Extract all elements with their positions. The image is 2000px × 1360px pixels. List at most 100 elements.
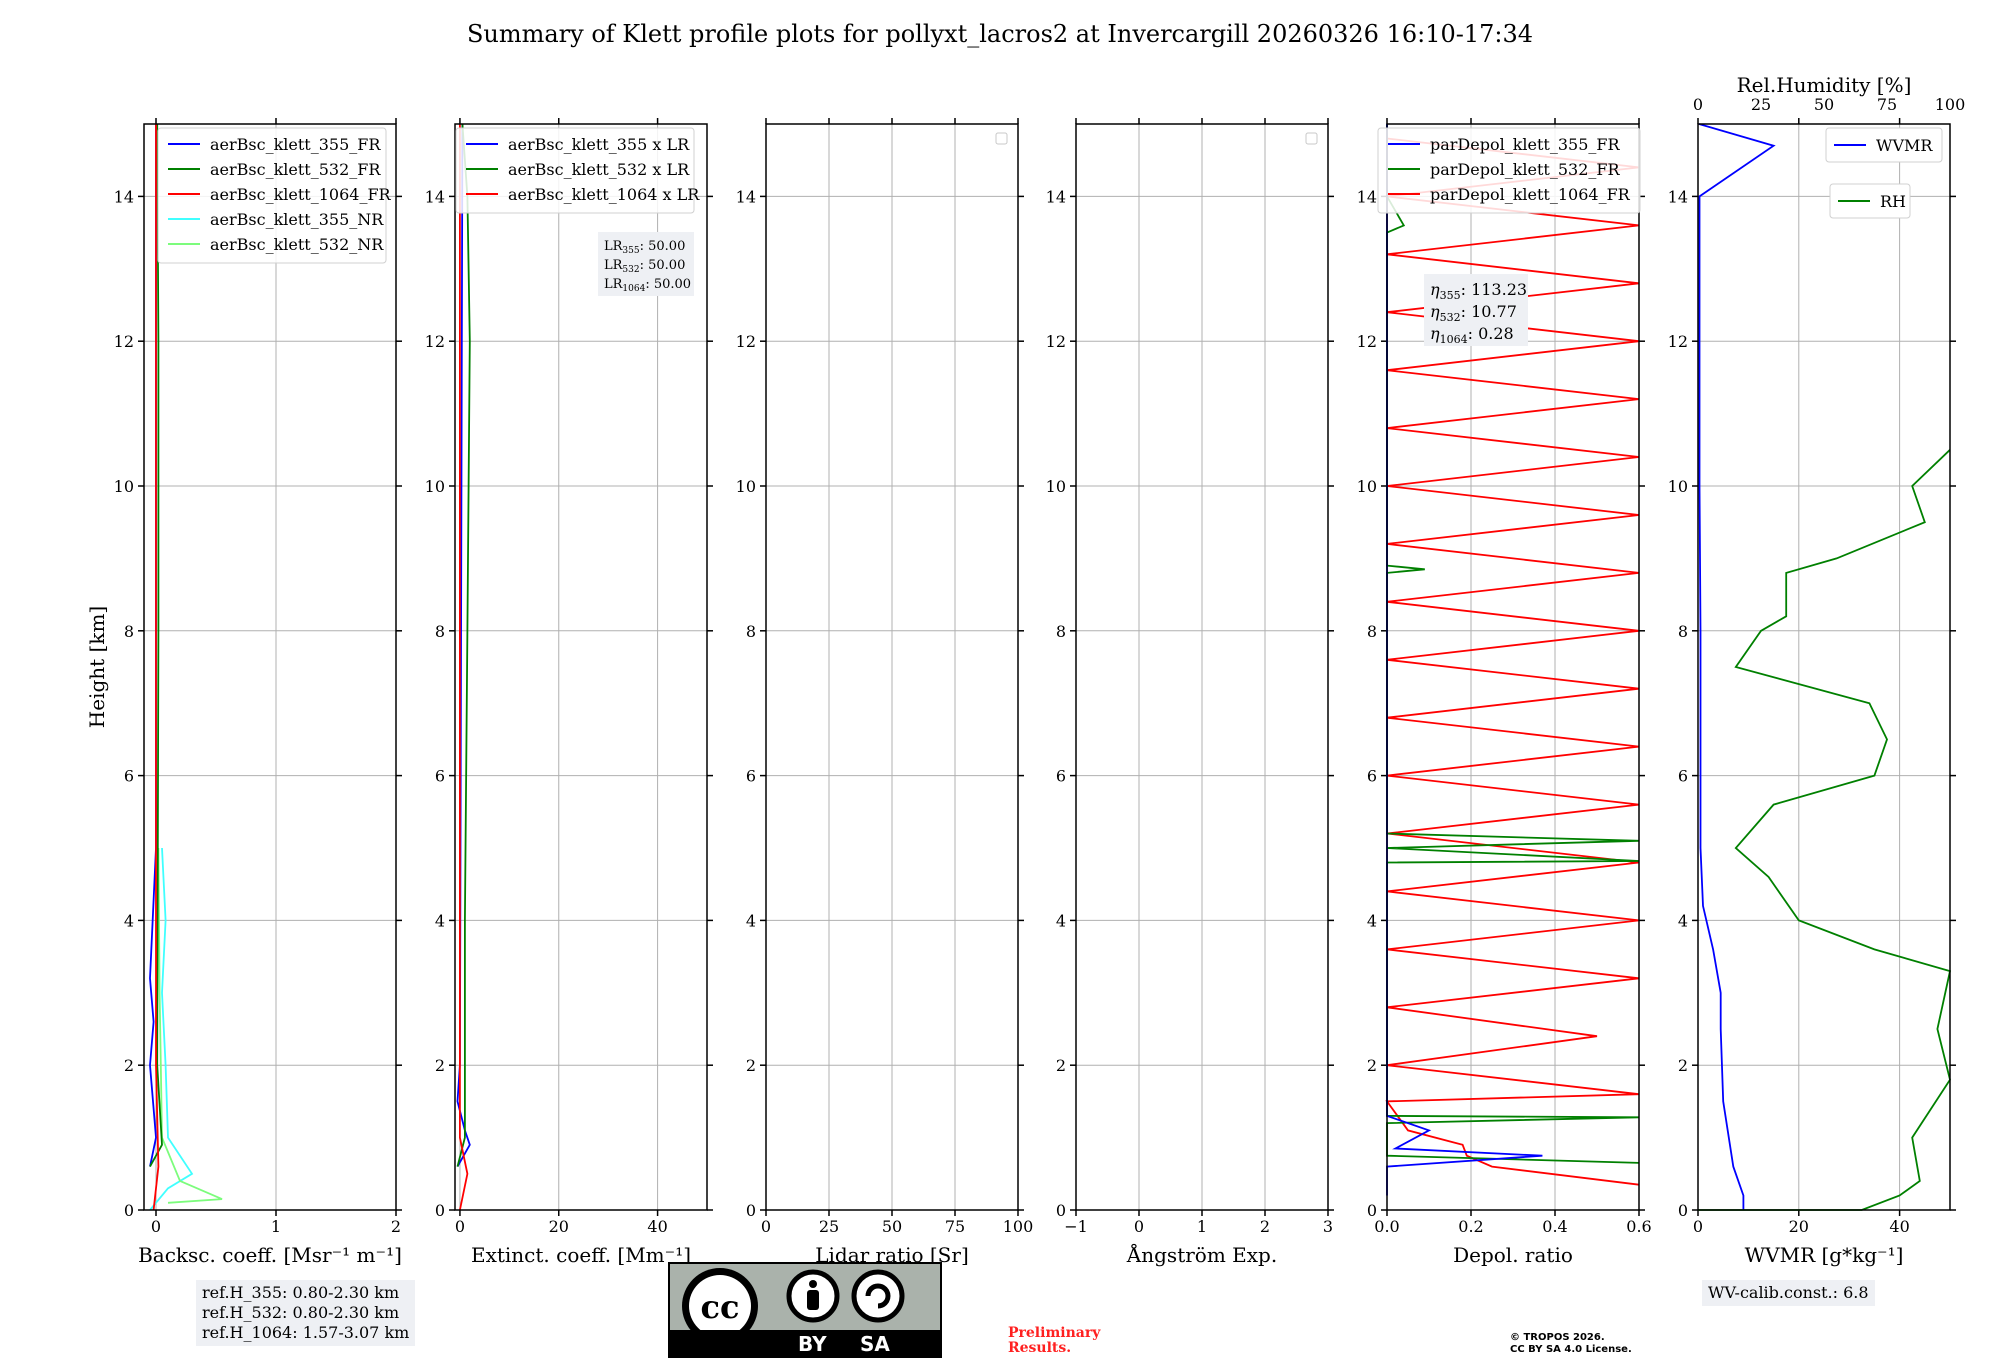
- rh-top-tick-label: 50: [1814, 95, 1834, 114]
- panel-lidar-ratio-ytick-label: 10: [736, 477, 756, 496]
- lidar-ratio-empty-legend: [995, 132, 1008, 145]
- backscatter-legend-label: aerBsc_klett_532_NR: [210, 235, 384, 254]
- panel-backscatter-xlabel: Backsc. coeff. [Msr⁻¹ m⁻¹]: [138, 1243, 402, 1267]
- panel-angstrom-xtick-label: 0: [1134, 1217, 1144, 1236]
- panel-depolarization-xtick-label: 0.2: [1458, 1217, 1483, 1236]
- panel-wvmr-series-WVMR: [1698, 123, 1776, 1210]
- panel-depolarization-xtick-label: 0.4: [1542, 1217, 1567, 1236]
- panel-extinction-ytick-label: 0: [435, 1201, 445, 1220]
- panel-backscatter-ytick-label: 6: [124, 767, 134, 786]
- panel-depolarization-ytick-label: 12: [1357, 332, 1377, 351]
- backscatter-legend-label: aerBsc_klett_1064_FR: [210, 185, 392, 204]
- panel-extinction-xlabel: Extinct. coeff. [Mm⁻¹]: [471, 1243, 691, 1267]
- panel-lidar-ratio-ytick-label: 14: [736, 187, 756, 206]
- extinction-legend-label: aerBsc_klett_355 x LR: [508, 135, 690, 154]
- lidar-ratio-annotation-line: LR355: 50.00: [604, 239, 685, 256]
- panel-wvmr-ytick-label: 6: [1678, 767, 1688, 786]
- panel-angstrom-ytick-label: 0: [1056, 1201, 1066, 1220]
- panel-angstrom-ytick-label: 10: [1046, 477, 1066, 496]
- cc-by-label: BY: [798, 1332, 827, 1356]
- panel-lidar-ratio-frame: [765, 123, 1019, 1211]
- panel-lidar-ratio-ytick-label: 8: [746, 622, 756, 641]
- rh-legend-label: RH: [1880, 192, 1906, 211]
- panel-backscatter-series-aerBsc_klett_532_FR: [149, 123, 163, 1168]
- panel-backscatter-frame: [143, 123, 397, 1211]
- figure-title: Summary of Klett profile plots for polly…: [466, 20, 1534, 48]
- wv-calibration-constant: WV-calib.const.: 6.8: [1708, 1283, 1869, 1302]
- panel-wvmr-ytick-label: 4: [1678, 911, 1688, 930]
- preliminary-note: Preliminary Results.: [1008, 1326, 1100, 1356]
- copyright-note: © TROPOS 2026. CC BY SA 4.0 License.: [1510, 1332, 1632, 1356]
- panel-depolarization-ytick-label: 8: [1367, 622, 1377, 641]
- panel-angstrom-ytick-label: 12: [1046, 332, 1066, 351]
- wv-calibration-box: WV-calib.const.: 6.8: [1702, 1280, 1875, 1306]
- panel-lidar-ratio-ytick-label: 6: [746, 767, 756, 786]
- panel-wvmr-xtick-label: 20: [1789, 1217, 1809, 1236]
- panel-backscatter-series-aerBsc_klett_1064_FR: [152, 124, 160, 1211]
- panel-angstrom-ytick-label: 6: [1056, 767, 1066, 786]
- panel-backscatter-series-aerBsc_klett_532_NR: [157, 847, 223, 1204]
- depolarization-legend-label: parDepol_klett_532_FR: [1430, 160, 1621, 179]
- backscatter-legend-label: aerBsc_klett_355_FR: [210, 135, 381, 154]
- panel-backscatter-ytick-label: 4: [124, 911, 134, 930]
- panel-wvmr-series-RH: [1698, 449, 1952, 1211]
- panel-angstrom-ytick-label: 2: [1056, 1056, 1066, 1075]
- angstrom-empty-legend: [1305, 132, 1318, 145]
- panel-wvmr-xtick-label: 40: [1889, 1217, 1909, 1236]
- panel-extinction-series-aerBsc_klett_1064 x LR: [458, 124, 469, 1211]
- lidar-ratio-annotation-line: LR532: 50.00: [604, 258, 685, 275]
- eta-annotation-line: η1064: 0.28: [1430, 324, 1514, 346]
- panel-extinction-xtick-label: 20: [549, 1217, 569, 1236]
- panel-angstrom-ytick-label: 4: [1056, 911, 1066, 930]
- panel-depolarization-xlabel: Depol. ratio: [1453, 1243, 1573, 1267]
- rh-top-tick-label: 100: [1935, 95, 1966, 114]
- panel-extinction-frame: [454, 123, 708, 1211]
- ref-height-355: ref.H_355: 0.80-2.30 km: [202, 1283, 400, 1302]
- panel-backscatter-xtick-label: 1: [271, 1217, 281, 1236]
- panel-angstrom-xtick-label: −1: [1064, 1217, 1088, 1236]
- rh-top-tick-label: 25: [1751, 95, 1771, 114]
- panel-angstrom-ytick-label: 14: [1046, 187, 1066, 206]
- panel-depolarization-ytick-label: 10: [1357, 477, 1377, 496]
- panel-wvmr-xlabel: WVMR [g*kg⁻¹]: [1745, 1243, 1904, 1267]
- y-axis-label: Height [km]: [85, 606, 109, 728]
- panel-wvmr-ytick-label: 8: [1678, 622, 1688, 641]
- panel-depolarization-ytick-label: 4: [1367, 911, 1377, 930]
- panel-wvmr-xtick-label: 0: [1693, 1217, 1703, 1236]
- panel-backscatter-ytick-label: 12: [114, 332, 134, 351]
- backscatter-legend-label: aerBsc_klett_532_FR: [210, 160, 381, 179]
- copyright-line-2: CC BY SA 4.0 License.: [1510, 1344, 1632, 1355]
- panel-depolarization-ytick-label: 0: [1367, 1201, 1377, 1220]
- panel-backscatter-ytick-label: 10: [114, 477, 134, 496]
- preliminary-line-2: Results.: [1008, 1340, 1072, 1356]
- panel-lidar-ratio-ytick-label: 12: [736, 332, 756, 351]
- panel-extinction-ytick-label: 10: [425, 477, 445, 496]
- sa-share-icon: [851, 1269, 905, 1323]
- panel-wvmr-ytick-label: 0: [1678, 1201, 1688, 1220]
- panel-lidar-ratio-ytick-label: 2: [746, 1056, 756, 1075]
- panel-lidar-ratio-xtick-label: 100: [1003, 1217, 1034, 1236]
- eta-annotation-line: η532: 10.77: [1430, 302, 1517, 324]
- panel-depolarization-ytick-label: 6: [1367, 767, 1377, 786]
- depolarization-legend-label: parDepol_klett_1064_FR: [1430, 185, 1631, 204]
- by-person-head: [809, 1280, 817, 1288]
- eta-annotation-box: [1424, 274, 1528, 346]
- panel-backscatter-xtick-label: 0: [151, 1217, 161, 1236]
- cc-logo-text: cc: [701, 1288, 740, 1326]
- by-person-body: [807, 1290, 819, 1310]
- extinction-legend-box: [455, 127, 695, 214]
- eta-annotation-line: η355: 113.23: [1430, 280, 1527, 302]
- cc-license-icons: cc: [682, 1268, 905, 1330]
- rh-top-axis-label: Rel.Humidity [%]: [1737, 73, 1912, 97]
- cc-license-badge: cc BY SA: [668, 1262, 942, 1358]
- panel-backscatter-ytick-label: 8: [124, 622, 134, 641]
- panel-backscatter-ytick-label: 2: [124, 1056, 134, 1075]
- panel-extinction-ytick-label: 2: [435, 1056, 445, 1075]
- depolarization-legend-label: parDepol_klett_355_FR: [1430, 135, 1621, 154]
- ref-height-1064: ref.H_1064: 1.57-3.07 km: [202, 1323, 410, 1342]
- panel-angstrom-frame: [1075, 123, 1329, 1211]
- preliminary-line-1: Preliminary: [1008, 1325, 1101, 1341]
- cc-sa-label: SA: [860, 1332, 890, 1356]
- panel-wvmr-ytick-label: 10: [1668, 477, 1688, 496]
